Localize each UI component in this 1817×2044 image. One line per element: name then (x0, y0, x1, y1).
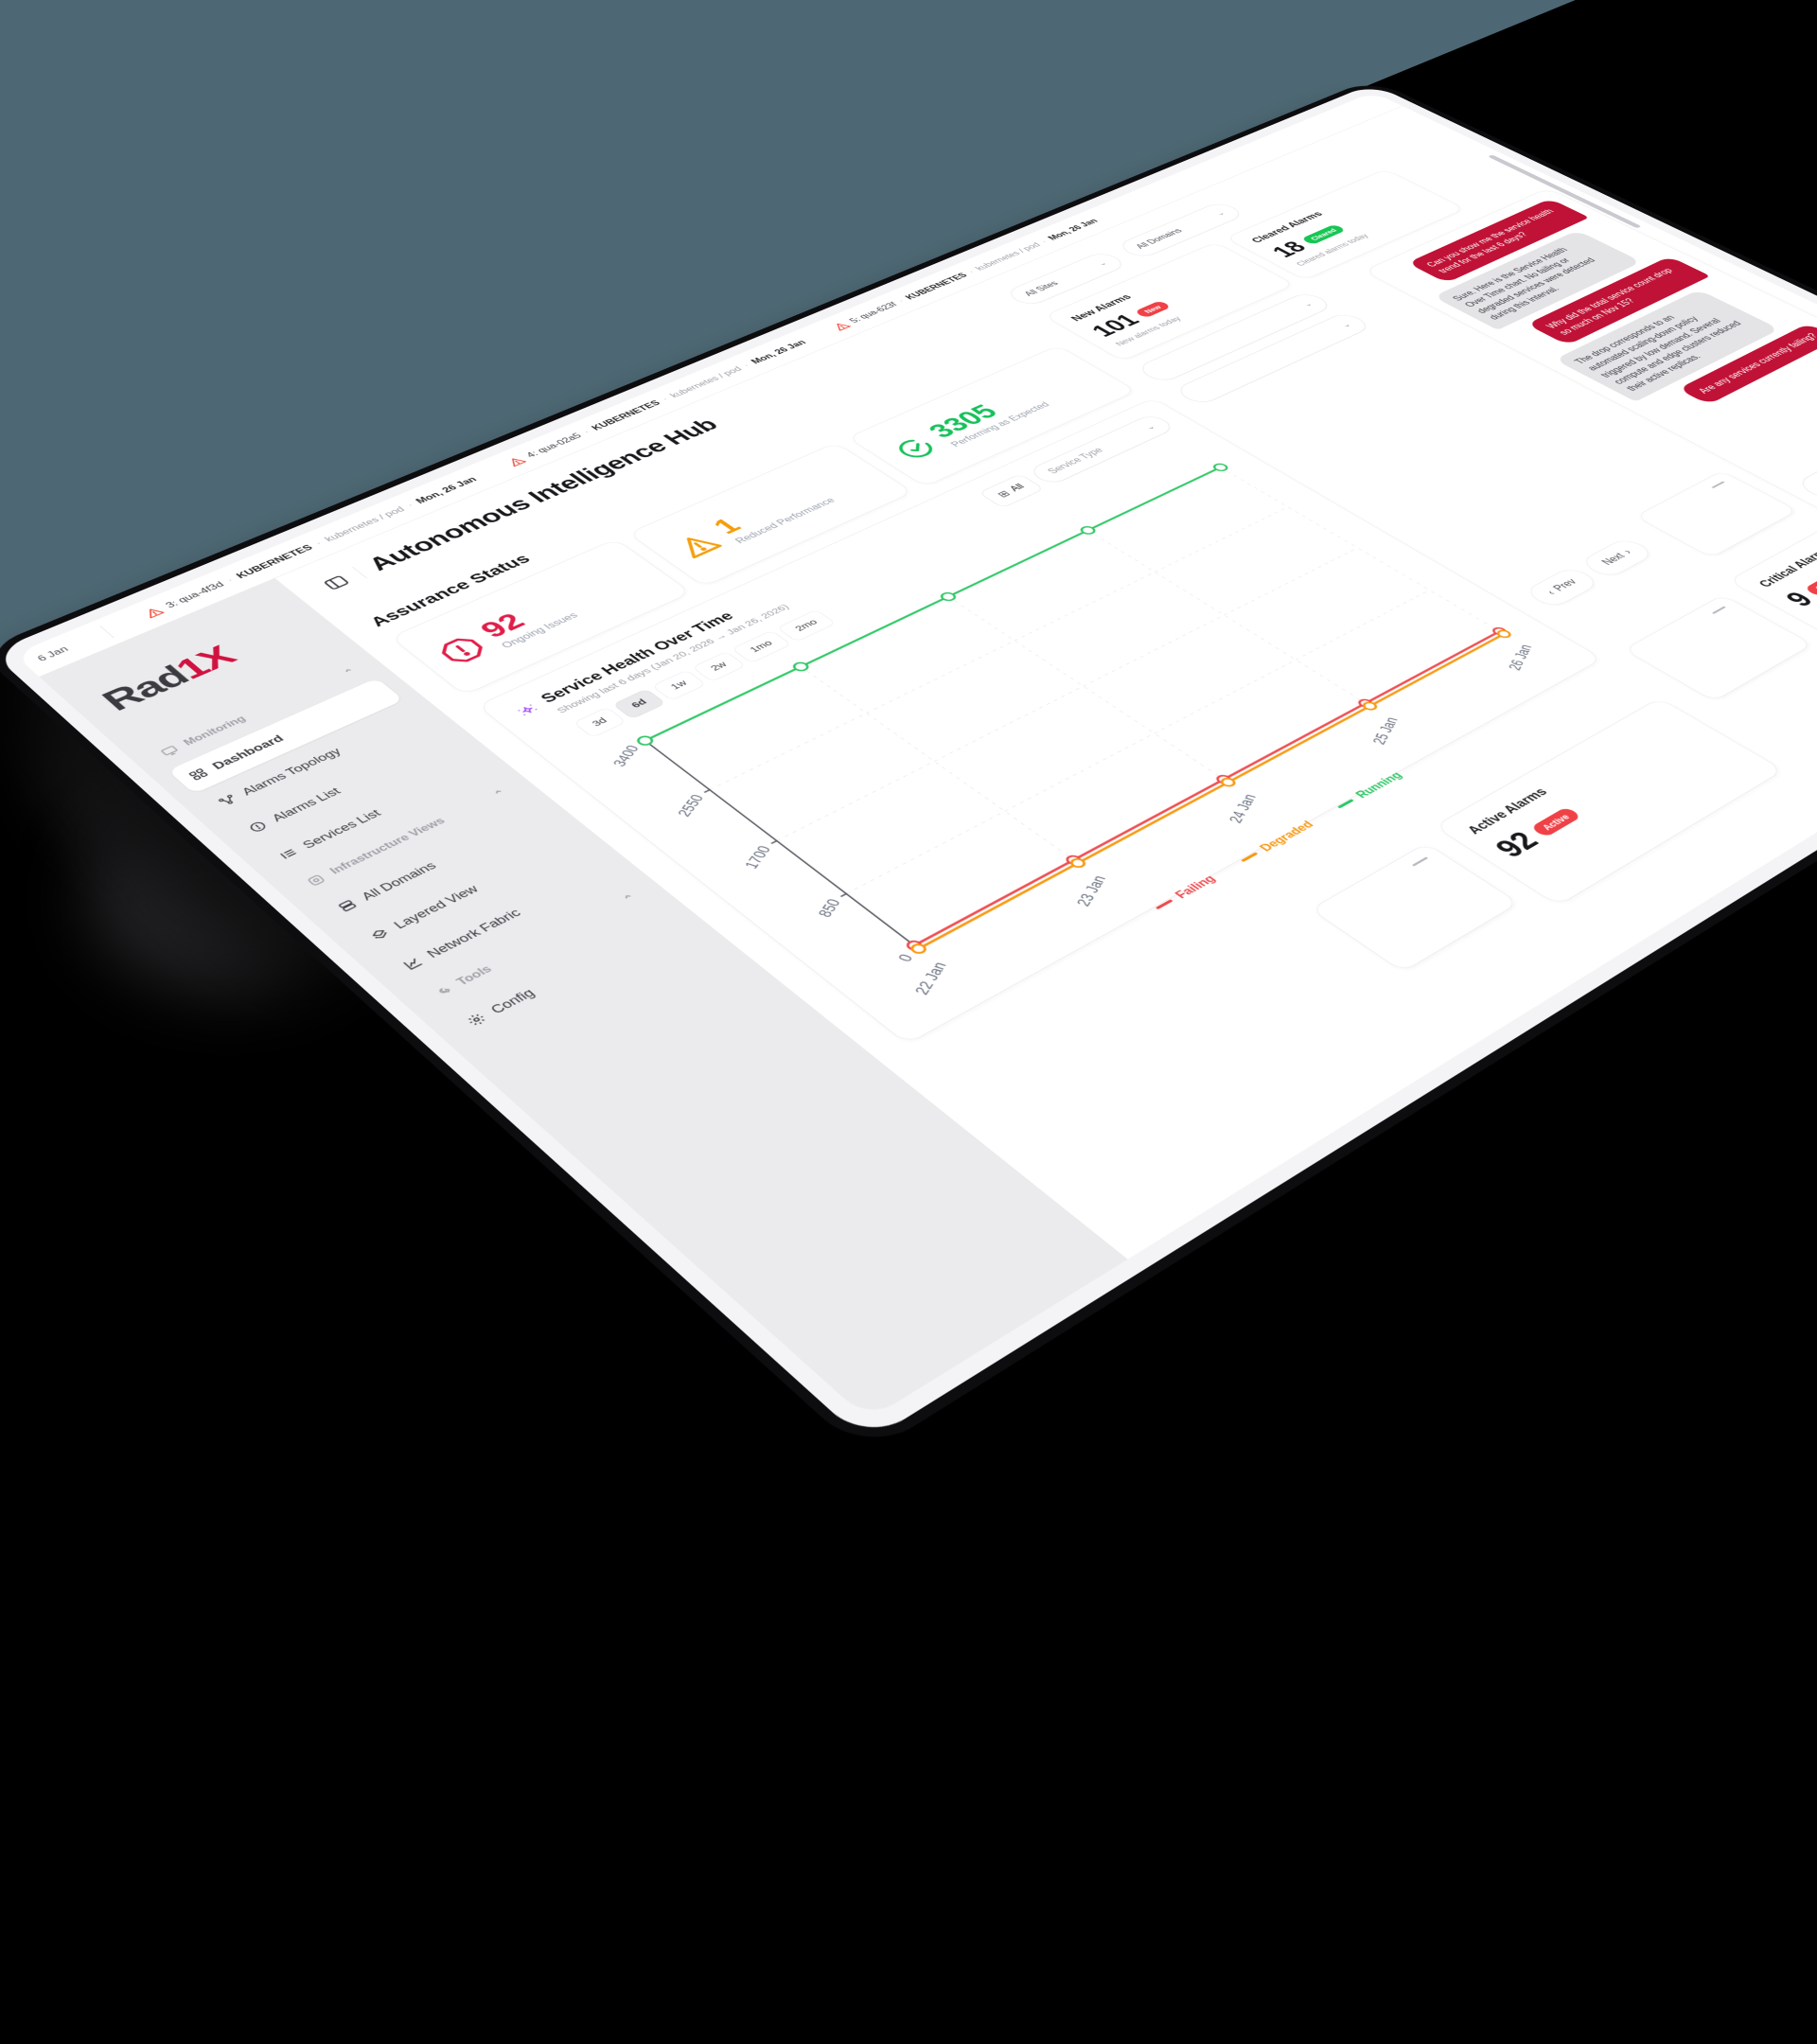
critical-badge: Critical (1803, 569, 1817, 597)
select-placeholder: Service Type (1046, 446, 1106, 476)
chevron-down-icon: ⌄ (1338, 321, 1354, 329)
chevron-down-icon: ⌄ (1212, 209, 1228, 218)
clock-check-icon (888, 433, 944, 463)
ticker-domain: KUBERNETES (590, 399, 663, 432)
ticker-domain: KUBERNETES (234, 543, 315, 580)
service-type-all-tab[interactable]: ⊞ All (978, 473, 1045, 509)
new-badge: New (1133, 300, 1172, 319)
ticker-date: Mon, 26 Jan (1046, 218, 1101, 241)
ai-sparkle-icon (512, 701, 542, 719)
section-label: Tools (454, 963, 495, 988)
ticker-alarm-id: 4: qua-02a5 (524, 432, 584, 459)
minimize-dash-icon (1711, 606, 1726, 614)
svg-text:1700: 1700 (742, 844, 774, 871)
device-frame: 6 Jan 3: qua-4f3d · KUBERNETES · kuberne… (0, 83, 1817, 1443)
card-value: 92 (1486, 826, 1546, 863)
select-value: All Domains (1134, 227, 1185, 251)
ticker-fragment: 6 Jan (35, 644, 71, 663)
alarm-warning-icon (141, 605, 166, 619)
item-label: Config (486, 986, 538, 1016)
select-value: All Sites (1022, 279, 1061, 298)
line-chart-plot[interactable]: 0 850 1700 2550 3400 22 Jan 23 Jan 24 Jan 25 Jan… (571, 450, 1579, 1028)
scene: 6 Jan 3: qua-4f3d · KUBERNETES · kuberne… (0, 0, 1817, 1443)
chevron-up-icon[interactable]: ⌃ (342, 666, 359, 678)
svg-text:3400: 3400 (610, 744, 643, 768)
network-chart-icon (400, 955, 426, 972)
ticker-divider (99, 626, 115, 639)
svg-text:2550: 2550 (676, 793, 708, 819)
assistant-chat-panel: Can you show me the service health trend… (1363, 187, 1817, 517)
svg-text:26 Jan: 26 Jan (1507, 643, 1536, 673)
svg-text:23 Jan: 23 Jan (1074, 874, 1110, 908)
ticker-alarm-id: 5: qua-623f (847, 301, 900, 325)
tools-icon (430, 983, 456, 1000)
ticker-path: kubernetes / pod (667, 365, 745, 399)
gear-icon (464, 1011, 490, 1029)
ticker-path: kubernetes / pod (973, 241, 1043, 272)
prev-button[interactable]: ‹ Prev (1523, 565, 1602, 609)
legend-dash-icon (1337, 799, 1355, 809)
dashboard-screen: 6 Jan 3: qua-4f3d · KUBERNETES · kuberne… (13, 92, 1817, 1420)
dashboard-grid-icon (186, 766, 210, 782)
ticker-date: Mon, 26 Jan (414, 475, 480, 505)
list-icon (276, 846, 301, 862)
svg-text:0: 0 (896, 953, 918, 964)
monitor-icon (158, 744, 182, 758)
stack-icon (335, 898, 361, 914)
layers-icon (367, 926, 393, 943)
ticker-domain: KUBERNETES (903, 272, 970, 301)
legend-dash-icon (1155, 899, 1173, 910)
chevron-down-icon: ⌄ (1299, 300, 1315, 308)
chevron-up-icon[interactable]: ⌃ (491, 787, 509, 800)
alert-circle-icon (246, 819, 271, 835)
topology-icon (216, 793, 240, 808)
next-button[interactable]: Next › (1579, 537, 1657, 579)
ticker-path: kubernetes / pod (322, 505, 407, 543)
legend-dash-icon (1240, 852, 1259, 863)
active-badge: Active (1529, 806, 1582, 837)
chevron-down-icon: ⌄ (1094, 259, 1110, 268)
alarm-warning-icon (830, 321, 853, 332)
infrastructure-icon (304, 872, 328, 889)
collapsed-panel[interactable] (1310, 842, 1520, 973)
svg-text:850: 850 (816, 897, 844, 919)
alert-octagon-icon (432, 633, 492, 668)
svg-text:22 Jan: 22 Jan (912, 960, 950, 997)
header-divider (351, 566, 368, 579)
alarm-warning-icon (504, 455, 528, 467)
service-health-chart-card: Service Health Over Time Showing last 6 … (477, 397, 1603, 1045)
grid-icon: ⊞ (995, 488, 1014, 500)
chevron-down-icon: ⌄ (1141, 422, 1158, 432)
ticker-date: Mon, 26 Jan (749, 339, 808, 365)
svg-text:24 Jan: 24 Jan (1226, 793, 1260, 825)
minimize-dash-icon (1411, 856, 1429, 867)
alert-triangle-icon (669, 529, 727, 561)
chat-messages: Can you show me the service health trend… (1386, 198, 1817, 480)
tab-label: All (1007, 483, 1028, 493)
sidebar-toggle-icon[interactable] (320, 573, 353, 591)
chevron-up-icon[interactable]: ⌃ (620, 892, 640, 906)
prev-arrow-icon: ‹ (1544, 589, 1559, 597)
pagination: ‹ Prev Next › (1523, 537, 1657, 609)
minimize-dash-icon (1711, 481, 1725, 489)
svg-text:25 Jan: 25 Jan (1370, 715, 1402, 746)
